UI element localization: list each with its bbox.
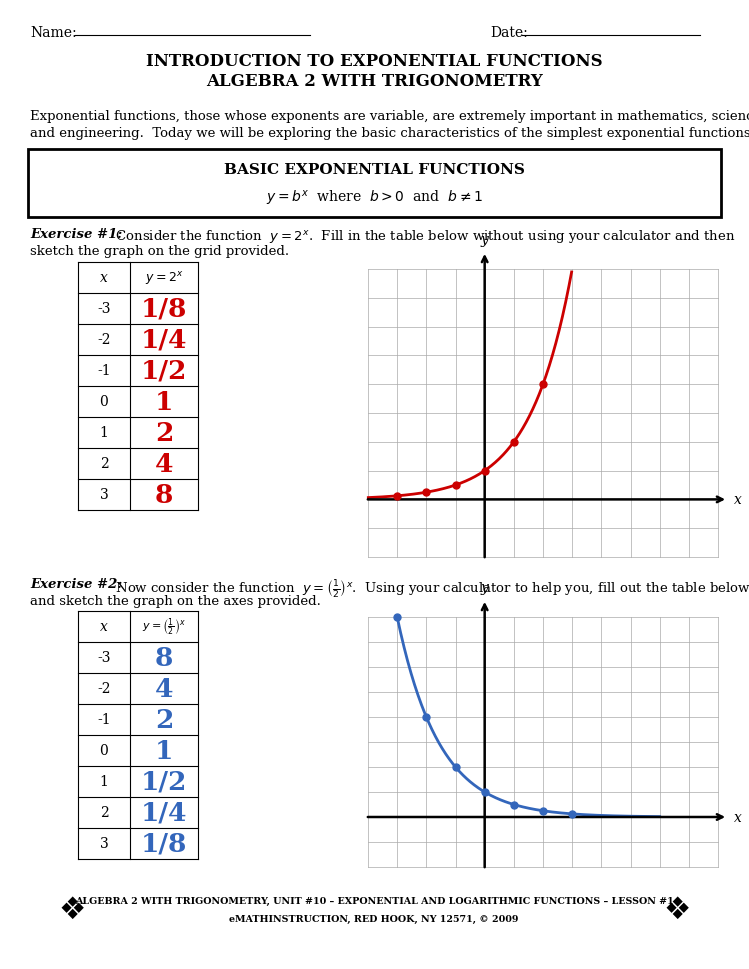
Text: 3: 3 <box>100 836 109 851</box>
Text: 2: 2 <box>155 421 173 446</box>
Text: Name:: Name: <box>30 26 76 40</box>
Text: $y = b^x$  where  $b > 0$  and  $b \neq 1$: $y = b^x$ where $b > 0$ and $b \neq 1$ <box>265 188 482 207</box>
Text: 8: 8 <box>155 483 173 508</box>
Text: -3: -3 <box>97 651 111 665</box>
Text: 1/8: 1/8 <box>141 831 187 857</box>
Text: $y = \left(\frac{1}{2}\right)^x$: $y = \left(\frac{1}{2}\right)^x$ <box>142 616 187 638</box>
Text: -2: -2 <box>97 333 111 347</box>
Text: 1: 1 <box>100 426 109 440</box>
Text: 8: 8 <box>155 645 173 671</box>
Text: ❖: ❖ <box>664 894 691 923</box>
Text: BASIC EXPONENTIAL FUNCTIONS: BASIC EXPONENTIAL FUNCTIONS <box>223 163 524 176</box>
Text: 0: 0 <box>100 744 109 758</box>
Text: 1/2: 1/2 <box>141 769 187 795</box>
Text: x: x <box>734 493 742 507</box>
Text: eMATHINSTRUCTION, RED HOOK, NY 12571, © 2009: eMATHINSTRUCTION, RED HOOK, NY 12571, © … <box>229 914 519 922</box>
FancyBboxPatch shape <box>28 150 721 218</box>
Text: y: y <box>481 580 488 594</box>
Text: INTRODUCTION TO EXPONENTIAL FUNCTIONS: INTRODUCTION TO EXPONENTIAL FUNCTIONS <box>146 53 602 71</box>
Text: and engineering.  Today we will be exploring the basic characteristics of the si: and engineering. Today we will be explor… <box>30 127 749 140</box>
Text: 1: 1 <box>100 774 109 789</box>
Text: 4: 4 <box>155 452 173 477</box>
Text: Exponential functions, those whose exponents are variable, are extremely importa: Exponential functions, those whose expon… <box>30 109 749 123</box>
Text: 2: 2 <box>155 707 173 733</box>
Text: Exercise #2:: Exercise #2: <box>30 578 122 590</box>
Text: Consider the function  $y = 2^x$.  Fill in the table below without using your ca: Consider the function $y = 2^x$. Fill in… <box>107 228 736 245</box>
Text: y: y <box>481 233 488 247</box>
Text: 1/2: 1/2 <box>141 359 187 384</box>
Text: Exercise #1:: Exercise #1: <box>30 228 122 240</box>
Text: and sketch the graph on the axes provided.: and sketch the graph on the axes provide… <box>30 594 321 608</box>
Text: 1: 1 <box>155 738 173 764</box>
Text: ALGEBRA 2 WITH TRIGONOMETRY, UNIT #10 – EXPONENTIAL AND LOGARITHMIC FUNCTIONS – : ALGEBRA 2 WITH TRIGONOMETRY, UNIT #10 – … <box>75 895 673 905</box>
Text: x: x <box>100 271 108 285</box>
Text: Date:: Date: <box>490 26 528 40</box>
Text: 1/8: 1/8 <box>141 297 187 322</box>
Text: ALGEBRA 2 WITH TRIGONOMETRY: ALGEBRA 2 WITH TRIGONOMETRY <box>206 74 542 90</box>
Text: 3: 3 <box>100 488 109 502</box>
Text: 1/4: 1/4 <box>141 328 187 353</box>
Text: 2: 2 <box>100 457 109 471</box>
Text: 2: 2 <box>100 805 109 820</box>
Text: x: x <box>100 620 108 634</box>
Text: -1: -1 <box>97 713 111 727</box>
Text: 1/4: 1/4 <box>141 800 187 826</box>
Text: 0: 0 <box>100 395 109 409</box>
Text: ❖: ❖ <box>58 894 85 923</box>
Text: sketch the graph on the grid provided.: sketch the graph on the grid provided. <box>30 245 289 258</box>
Text: -1: -1 <box>97 364 111 378</box>
Text: $y = 2^x$: $y = 2^x$ <box>145 269 184 287</box>
Text: 1: 1 <box>155 390 173 415</box>
Text: 4: 4 <box>155 676 173 702</box>
Text: -3: -3 <box>97 302 111 316</box>
Text: Now consider the function  $y = \left(\frac{1}{2}\right)^x$.  Using your calcula: Now consider the function $y = \left(\fr… <box>107 578 749 599</box>
Text: -2: -2 <box>97 682 111 696</box>
Text: x: x <box>734 810 742 825</box>
